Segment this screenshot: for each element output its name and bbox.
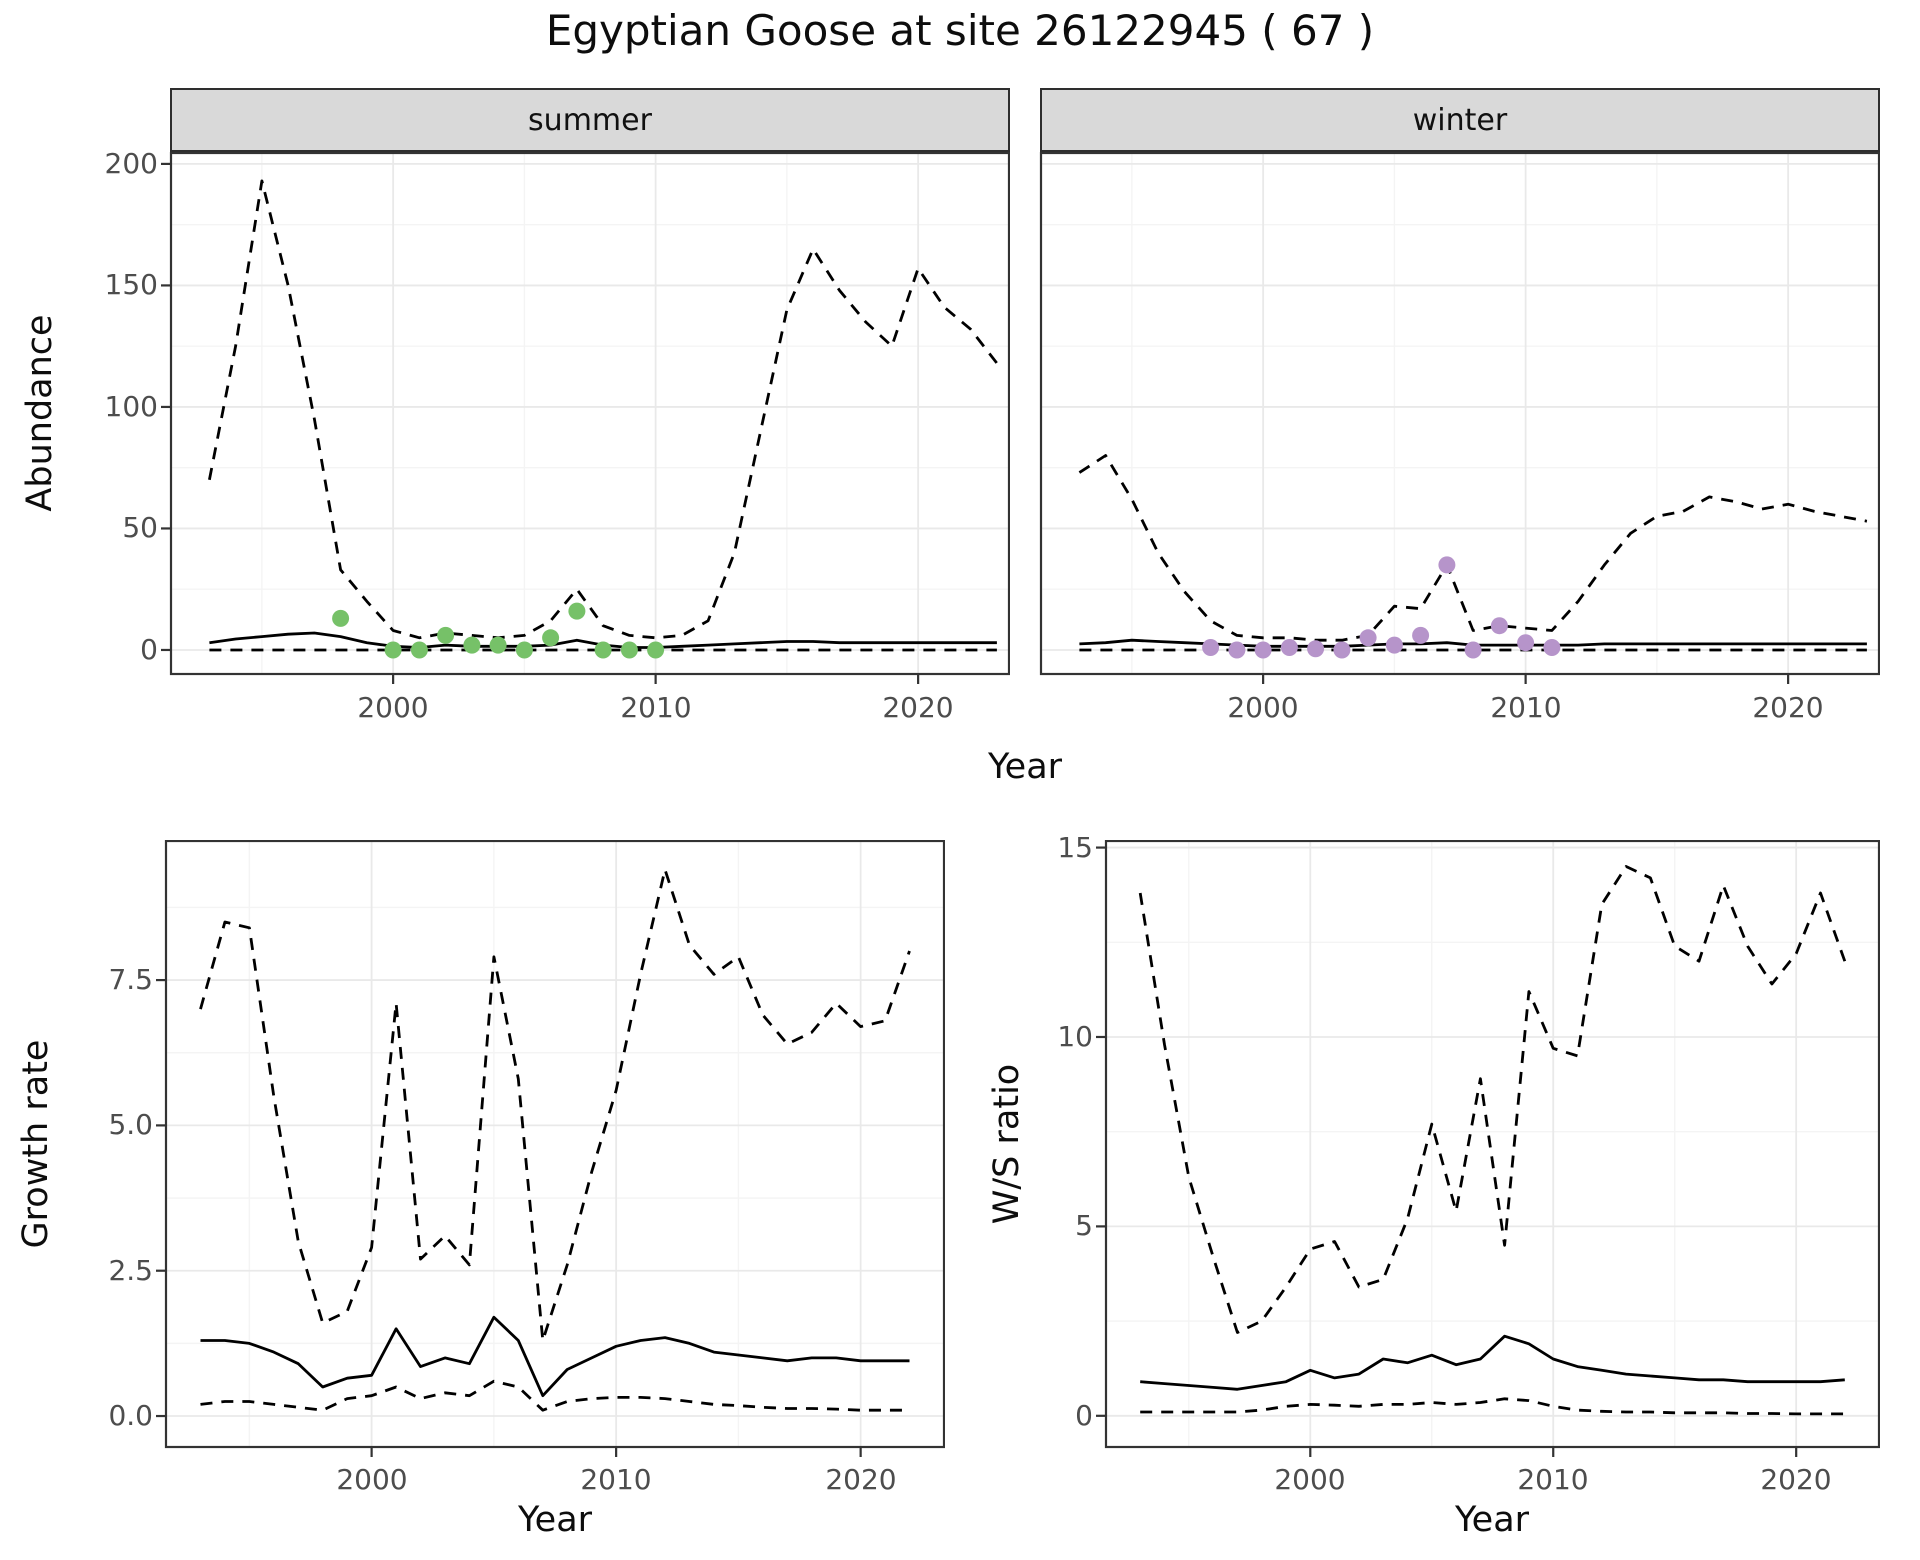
observed-counts-winter-point [1438, 556, 1456, 574]
x-axis-label-year-ws: Year [1454, 1500, 1530, 1540]
observed-counts-summer-point [542, 629, 560, 647]
x-tick-label: 2010 [580, 1463, 652, 1496]
observed-counts-summer-point [463, 636, 481, 654]
observed-counts-winter-point [1280, 639, 1298, 656]
observed-counts-summer-point [568, 602, 586, 620]
plot-title: Egyptian Goose at site 26122945 ( 67 ) [545, 6, 1375, 55]
observed-counts-winter-point [1464, 641, 1482, 659]
observed-counts-summer-point [384, 641, 402, 659]
y-tick-label: 150 [104, 268, 158, 301]
y-tick-label: 0 [1075, 1399, 1093, 1432]
observed-counts-summer-point [620, 641, 638, 659]
ws-ratio-canvas [1096, 839, 1881, 1457]
ws-ratio-chart [1093, 839, 1881, 1460]
observed-counts-winter-point [1385, 636, 1403, 654]
y-tick-label: 0.0 [108, 1399, 153, 1432]
observed-counts-summer-point [515, 641, 533, 659]
facet-strip-summer: summer [170, 88, 1010, 152]
x-tick-label: 2010 [1490, 691, 1562, 724]
x-tick-label: 2020 [825, 1463, 897, 1496]
observed-counts-summer-point [437, 626, 455, 644]
series-upper-ci [1138, 865, 1847, 1334]
x-tick-label: 2020 [1760, 1463, 1832, 1496]
x-tick-label: 2010 [620, 691, 692, 724]
observed-counts-summer-point [594, 641, 612, 659]
y-tick-label: 100 [104, 390, 158, 423]
observed-counts-winter-point [1543, 639, 1561, 656]
x-tick-label: 2000 [1274, 1463, 1346, 1496]
observed-counts-winter-point [1517, 634, 1535, 652]
abundance-summer-canvas [161, 151, 1011, 684]
facet-label-summer: summer [528, 102, 652, 138]
y-tick-label: 200 [104, 147, 158, 180]
series-median [1140, 1334, 1845, 1391]
series-upper-ci [199, 868, 911, 1342]
observed-counts-summer-point [410, 641, 428, 659]
observed-counts-summer-point [647, 641, 665, 659]
y-tick-label: 50 [122, 511, 158, 544]
x-tick-label: 2000 [336, 1463, 408, 1496]
x-tick-label: 2000 [357, 691, 429, 724]
growth-rate-chart [153, 839, 946, 1460]
y-tick-label: 15 [1057, 831, 1093, 864]
series-upper-ci [1078, 454, 1868, 642]
series-median [200, 1315, 910, 1398]
observed-counts-winter-point [1490, 617, 1508, 635]
y-tick-label: 2.5 [108, 1254, 153, 1287]
series-upper-ci [208, 179, 999, 640]
y-axis-label-abundance: Abundance [20, 314, 60, 512]
observed-counts-winter-point [1359, 629, 1377, 647]
y-tick-label: 5.0 [108, 1108, 153, 1141]
observed-counts-winter-point [1202, 639, 1220, 656]
observed-counts-summer-point [332, 609, 350, 627]
observed-counts-summer-point [489, 636, 507, 654]
series-lower-ci [200, 1379, 910, 1412]
y-axis-label-growth-rate: Growth rate [16, 1039, 56, 1249]
abundance-winter-chart [1028, 151, 1881, 687]
series-lower-ci [1140, 1397, 1845, 1416]
observed-counts-winter-point [1254, 641, 1272, 659]
y-tick-label: 0 [140, 633, 158, 666]
growth-rate-canvas [156, 839, 946, 1457]
x-axis-label-year-growth: Year [517, 1500, 593, 1540]
x-axis-label-year-top: Year [987, 747, 1063, 787]
observed-counts-winter-point [1333, 641, 1351, 659]
y-axis-label-ws-ratio: W/S ratio [987, 1063, 1027, 1225]
facet-label-winter: winter [1412, 102, 1508, 138]
facet-strip-winter: winter [1040, 88, 1880, 152]
x-tick-label: 2010 [1517, 1463, 1589, 1496]
y-tick-label: 7.5 [108, 963, 153, 996]
observed-counts-winter-point [1228, 641, 1246, 659]
y-tick-label: 10 [1057, 1020, 1093, 1053]
abundance-winter-canvas [1039, 151, 1881, 684]
x-tick-label: 2020 [1752, 691, 1824, 724]
x-tick-label: 2020 [882, 691, 954, 724]
observed-counts-winter-point [1307, 640, 1325, 658]
abundance-summer-chart [158, 151, 1011, 687]
observed-counts-winter-point [1412, 626, 1430, 644]
y-tick-label: 5 [1075, 1209, 1093, 1242]
x-tick-label: 2000 [1227, 691, 1299, 724]
